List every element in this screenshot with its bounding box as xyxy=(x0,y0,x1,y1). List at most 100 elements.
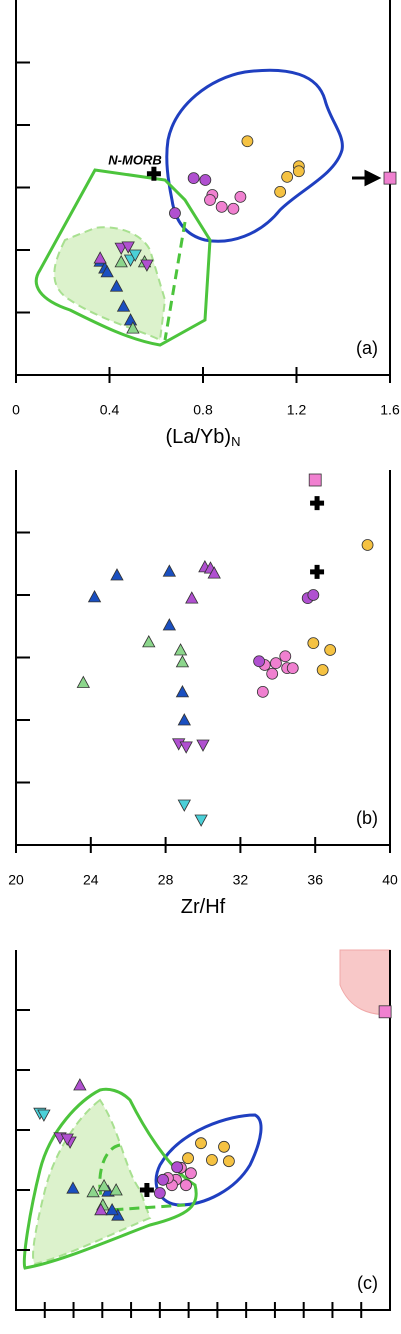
point xyxy=(157,1173,169,1186)
point xyxy=(175,655,190,668)
point xyxy=(270,657,282,670)
point xyxy=(162,564,177,577)
point xyxy=(142,635,156,648)
field-green xyxy=(34,168,212,347)
point xyxy=(139,1183,154,1197)
point xyxy=(182,1152,194,1165)
point xyxy=(310,496,325,511)
point xyxy=(279,650,292,663)
x-tick-label: 36 xyxy=(307,872,323,888)
point xyxy=(114,255,128,268)
point xyxy=(94,1202,108,1216)
x-tick-label: 0 xyxy=(12,402,20,418)
point xyxy=(73,1078,87,1091)
x-tick-label: 1.6 xyxy=(380,402,400,418)
point xyxy=(310,564,325,579)
point xyxy=(86,1184,100,1198)
point xyxy=(110,568,124,581)
point xyxy=(222,1155,235,1168)
point xyxy=(109,1183,123,1196)
point xyxy=(109,279,124,292)
point xyxy=(187,172,200,185)
point xyxy=(253,655,266,668)
point xyxy=(378,1005,392,1019)
point xyxy=(199,174,212,186)
axes-frame xyxy=(15,470,391,846)
point xyxy=(207,566,221,579)
x-axis-label-main: (La/Yb) xyxy=(166,426,232,448)
point xyxy=(281,170,294,183)
point xyxy=(185,1167,197,1180)
point xyxy=(162,618,177,631)
point xyxy=(126,321,140,334)
x-tick-label: 32 xyxy=(233,872,249,888)
point xyxy=(307,637,320,650)
point xyxy=(146,166,161,181)
point xyxy=(116,299,131,312)
point xyxy=(100,265,114,278)
point xyxy=(173,643,188,656)
x-axis-label: (La/Yb)N xyxy=(166,426,241,449)
point xyxy=(286,662,299,675)
field-pink xyxy=(339,949,391,1016)
panel-label: (c) xyxy=(357,1273,378,1293)
panel-label: (b) xyxy=(356,808,378,828)
point xyxy=(218,1140,230,1153)
point xyxy=(194,814,208,827)
point xyxy=(256,685,269,698)
point xyxy=(180,1179,192,1192)
point xyxy=(93,251,107,264)
x-axis-label: Zr/Hf xyxy=(181,896,226,918)
point xyxy=(140,259,154,272)
x-tick-label: 0.8 xyxy=(193,402,213,418)
field-dashed xyxy=(163,221,187,341)
x-tick-label: 24 xyxy=(83,872,99,888)
point xyxy=(128,249,142,262)
x-tick-label: 0.4 xyxy=(100,402,120,418)
point xyxy=(76,675,90,688)
annotation: N-MORB xyxy=(108,152,161,167)
point xyxy=(215,200,228,213)
field-blue xyxy=(154,1113,263,1207)
point xyxy=(171,1161,184,1174)
point xyxy=(227,202,240,215)
point xyxy=(179,741,193,754)
x-tick-label: 1.2 xyxy=(287,402,307,418)
point xyxy=(361,539,374,551)
point xyxy=(308,473,322,487)
x-tick-label: 40 xyxy=(382,872,398,888)
point xyxy=(274,185,287,198)
point xyxy=(266,667,279,680)
point xyxy=(204,194,216,206)
axes-frame xyxy=(15,0,391,376)
point xyxy=(324,644,337,656)
point xyxy=(383,171,397,185)
x-tick-label: 20 xyxy=(8,872,24,888)
point xyxy=(105,1202,119,1216)
point xyxy=(123,313,138,326)
x-axis-label-main: Zr/Hf xyxy=(181,896,226,918)
point xyxy=(37,1109,51,1122)
point xyxy=(292,165,305,178)
point xyxy=(153,1187,166,1199)
point xyxy=(87,590,102,603)
point xyxy=(234,190,247,203)
point xyxy=(206,1154,218,1166)
x-axis-label-sub: N xyxy=(231,434,240,449)
point xyxy=(177,713,191,726)
field-light xyxy=(53,226,167,342)
point xyxy=(316,664,329,676)
point xyxy=(66,1181,80,1194)
field-green xyxy=(22,1087,198,1270)
point xyxy=(196,739,210,752)
field-dashed xyxy=(98,1143,186,1212)
point xyxy=(195,1137,207,1150)
point xyxy=(241,135,254,148)
panel-label: (a) xyxy=(356,338,378,358)
point xyxy=(175,685,190,698)
point xyxy=(60,1133,74,1146)
point xyxy=(169,207,181,220)
arrow xyxy=(352,169,382,187)
x-tick-label: 28 xyxy=(158,872,174,888)
